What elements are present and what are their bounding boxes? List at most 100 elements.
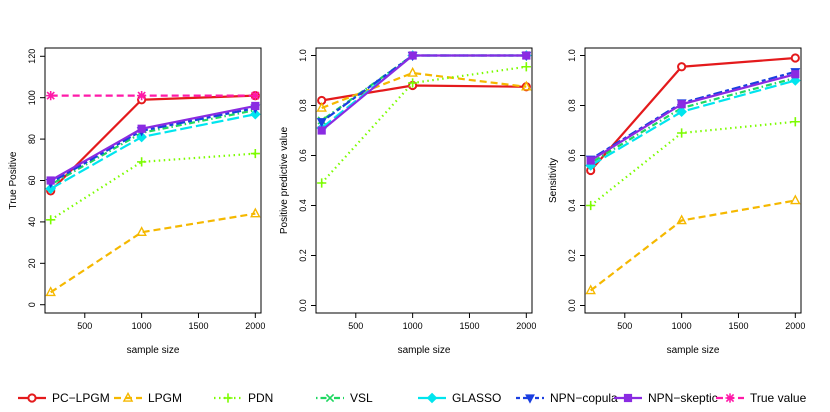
data-point (521, 80, 532, 91)
data-point (250, 91, 260, 101)
plot-frame (584, 47, 802, 314)
x-tick-label: 1500 (188, 321, 208, 331)
y-tick-label: 120 (27, 49, 37, 64)
series-npn-copula (316, 51, 532, 128)
plot-frame (315, 47, 533, 314)
x-tick-label: 2000 (516, 321, 536, 331)
x-axis-label: sample size (667, 345, 720, 356)
legend-label: PDN (248, 391, 273, 405)
y-tick-label: 0.0 (567, 299, 577, 312)
x-axis-label: sample size (127, 345, 180, 356)
data-point (317, 126, 326, 135)
data-point (46, 91, 56, 101)
legend-marker (525, 394, 535, 404)
plot-frame (44, 47, 262, 314)
data-point (250, 148, 260, 159)
y-axis-label: Positive predictive value (279, 126, 290, 234)
data-point (677, 62, 687, 72)
legend-label: NPN−skeptic (648, 391, 718, 405)
series-vsl (46, 105, 260, 189)
data-point (136, 131, 147, 143)
x-tick-label: 1000 (672, 321, 692, 331)
legend-item: True value (716, 391, 807, 405)
y-tick-label: 0.8 (298, 99, 308, 112)
data-point (45, 286, 56, 297)
data-point (790, 53, 800, 63)
y-tick-label: 100 (27, 90, 37, 105)
data-point (586, 200, 596, 211)
series-lpgm (45, 207, 261, 297)
x-tick-label: 1000 (132, 321, 152, 331)
series-glasso (45, 108, 261, 195)
legend-label: PC−LPGM (52, 391, 110, 405)
data-point (408, 51, 417, 60)
y-tick-label: 20 (27, 258, 37, 268)
series-line (320, 65, 527, 184)
y-axis-label: True Positive (8, 151, 19, 209)
series-npn-copula (45, 104, 261, 189)
data-point (137, 157, 147, 167)
y-tick-label: 1.0 (298, 49, 308, 62)
legend-marker (426, 392, 438, 404)
y-axis-label: Sensitivity (548, 158, 559, 203)
data-point (790, 194, 801, 205)
series-pdn (317, 62, 531, 188)
y-tick-label: 0.4 (298, 199, 308, 212)
y-tick-label: 0.4 (567, 199, 577, 212)
legend-item: LPGM (114, 391, 182, 405)
x-tick-label: 1500 (728, 321, 748, 331)
data-point (137, 91, 147, 101)
series-pdn (586, 117, 800, 211)
series-line (320, 54, 527, 132)
series-line (590, 76, 796, 164)
chart-panel-1: 500 1000 1500 2000 0 20 40 60 80 100 120 sample siz… (8, 47, 265, 356)
legend-marker (122, 391, 134, 402)
data-point (251, 101, 260, 111)
data-point (317, 178, 327, 188)
y-tick-label: 0.6 (298, 149, 308, 162)
series-line (50, 109, 256, 186)
panels: 500 1000 1500 2000 0 20 40 60 80 100 120 sample siz… (8, 47, 805, 356)
y-tick-label: 0 (27, 302, 37, 307)
legend-label: LPGM (148, 391, 182, 405)
legend-item: VSL (316, 391, 373, 405)
x-tick-label: 1000 (403, 321, 423, 331)
x-tick-label: 2000 (245, 321, 265, 331)
y-tick-label: 0.6 (567, 149, 577, 162)
series-pc-lpgm (586, 53, 800, 176)
series-npn-skeptic (317, 51, 531, 135)
data-point (790, 117, 800, 127)
series-npn-skeptic (586, 70, 800, 165)
series-line (321, 54, 527, 123)
chart-panel-3: 500 1000 1500 2000 0.0 0.2 0.4 0.6 0.8 1.0 sample … (548, 47, 805, 356)
legend-marker (623, 393, 633, 403)
data-point (791, 70, 800, 79)
data-point (522, 51, 531, 60)
data-point (676, 214, 687, 225)
legend-label: NPN−copula (550, 391, 618, 405)
x-tick-label: 1500 (459, 321, 479, 331)
x-tick-label: 2000 (785, 321, 805, 331)
legend-label: GLASSO (452, 391, 501, 405)
series-lpgm (585, 194, 801, 295)
y-tick-label: 80 (27, 134, 37, 144)
series-line (590, 79, 796, 167)
series-line (590, 199, 796, 292)
data-point (250, 207, 261, 218)
data-point (137, 124, 146, 133)
data-point (521, 62, 531, 72)
data-point (790, 75, 801, 86)
data-point (45, 183, 56, 195)
legend-label: VSL (350, 391, 373, 405)
data-point (677, 128, 687, 138)
data-point (46, 176, 55, 185)
data-point (316, 118, 327, 128)
x-tick-label: 500 (77, 321, 92, 331)
legend-item: NPN−copula (516, 391, 618, 405)
data-point (316, 101, 327, 112)
x-axis-label: sample size (398, 345, 451, 356)
legend: PC−LPGM LPGM PDN VSL GLASSO NPN−copula NPN−ske… (18, 391, 807, 405)
y-tick-label: 0.8 (567, 99, 577, 112)
series-pdn (46, 148, 260, 225)
